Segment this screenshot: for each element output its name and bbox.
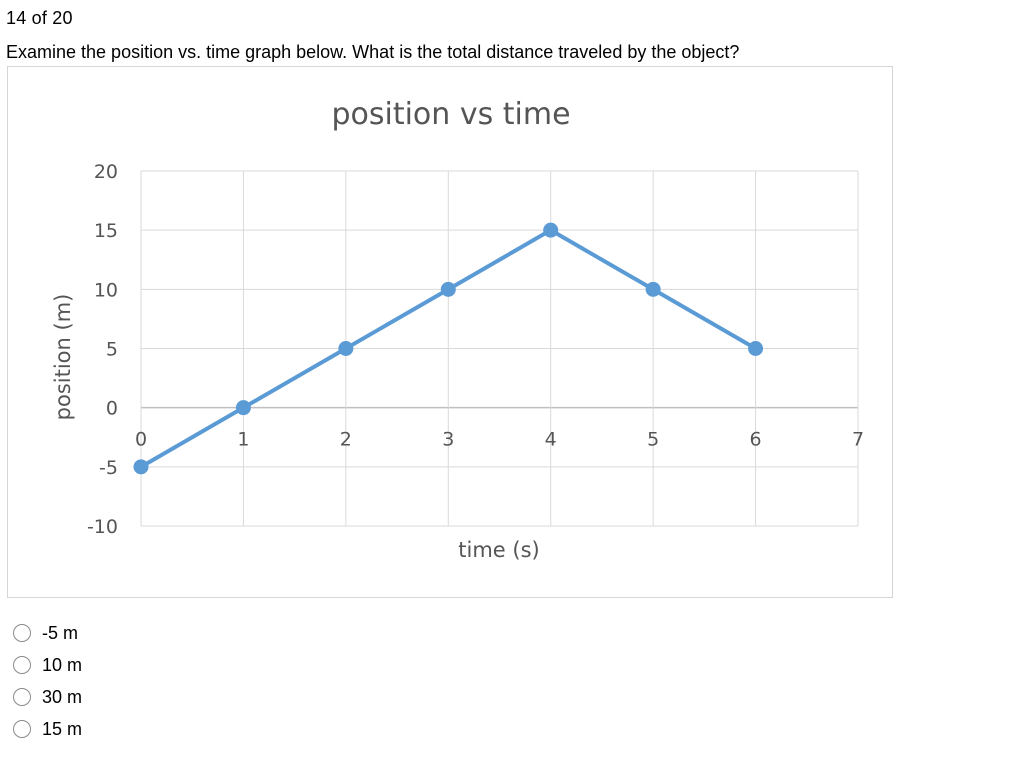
chart-title: position vs time	[331, 97, 570, 132]
answer-options: -5 m 10 m 30 m 15 m	[13, 617, 82, 745]
y-axis-label: position (m)	[51, 294, 75, 421]
x-tick-label: 2	[340, 429, 352, 451]
x-tick-label: 4	[545, 429, 557, 451]
x-tick-label: 6	[750, 429, 762, 451]
x-axis-label: time (s)	[458, 538, 539, 562]
chart-container: position vs time time (s) position (m) 2…	[7, 66, 893, 598]
answer-option[interactable]: -5 m	[13, 617, 82, 649]
answer-option[interactable]: 10 m	[13, 649, 82, 681]
y-tick-label: -10	[87, 516, 118, 538]
data-point	[338, 341, 354, 356]
data-point	[133, 459, 149, 475]
radio-button[interactable]	[13, 720, 31, 738]
data-series	[133, 222, 764, 475]
answer-label: 10 m	[42, 654, 83, 675]
data-point	[543, 222, 559, 238]
x-tick-label: 7	[852, 429, 864, 451]
data-point	[235, 400, 251, 416]
x-tick-label: 3	[442, 429, 454, 451]
y-tick-label: 20	[94, 161, 118, 183]
answer-label: 15 m	[42, 718, 83, 739]
question-counter: 14 of 20	[6, 8, 73, 28]
question-text: Examine the position vs. time graph belo…	[6, 42, 740, 62]
radio-button[interactable]	[13, 656, 31, 674]
data-point	[440, 281, 456, 297]
tick-labels: 20 15 10 5 0 -5 -10 0 1 2 3 4 5 6 7	[87, 161, 864, 538]
y-tick-label: 5	[106, 339, 118, 361]
y-tick-label: -5	[99, 457, 118, 479]
data-point	[748, 341, 764, 356]
y-tick-label: 15	[94, 220, 118, 242]
x-tick-label: 0	[135, 429, 147, 451]
answer-option[interactable]: 30 m	[13, 681, 82, 713]
radio-button[interactable]	[13, 624, 31, 642]
answer-label: -5 m	[42, 622, 78, 643]
radio-button[interactable]	[13, 688, 31, 706]
y-tick-label: 0	[106, 398, 118, 420]
x-tick-label: 5	[647, 429, 659, 451]
position-time-chart: position vs time time (s) position (m) 2…	[51, 97, 864, 562]
x-tick-label: 1	[237, 429, 249, 451]
answer-option[interactable]: 15 m	[13, 713, 82, 745]
data-point	[645, 281, 661, 297]
answer-label: 30 m	[42, 686, 83, 707]
y-tick-label: 10	[94, 279, 118, 301]
